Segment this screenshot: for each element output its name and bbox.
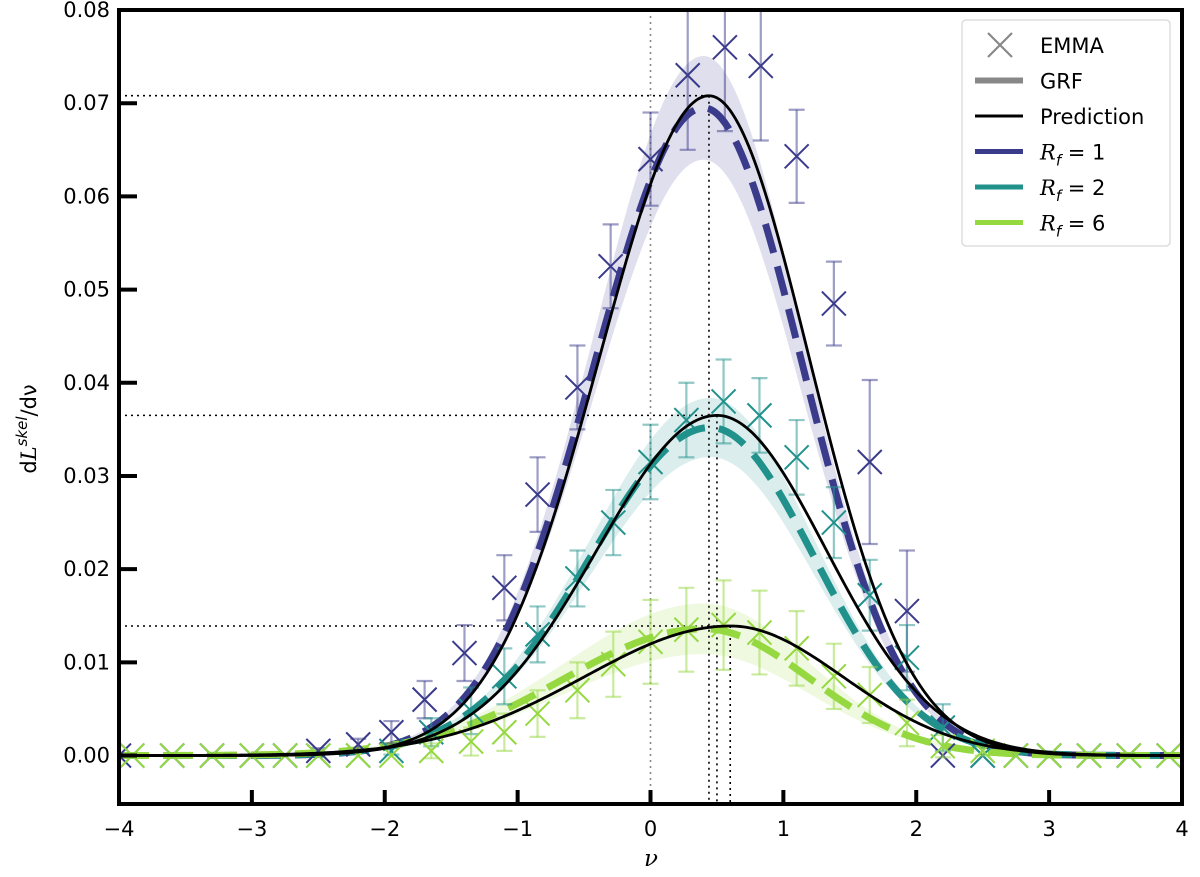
y-axis-label-superscript: skel (13, 416, 31, 447)
x-tick-label: 3 (1042, 817, 1055, 841)
y-tick-label: 0.04 (63, 371, 110, 395)
emma-marker-2 (491, 719, 518, 745)
emma-marker-1 (673, 407, 700, 433)
legend-symbol: R (1039, 212, 1056, 236)
emma-marker-2 (637, 629, 664, 655)
y-tick-label: 0.03 (63, 464, 110, 488)
legend-value: = 2 (1061, 176, 1105, 200)
legend-label-rf6: Rf = 6 (1039, 212, 1105, 241)
emma-marker-2 (564, 677, 591, 704)
emma-marker-0 (857, 449, 883, 475)
legend-label-rf2: Rf = 2 (1039, 176, 1105, 205)
emma-marker-0 (597, 253, 624, 279)
emma-marker-0 (411, 686, 438, 713)
emma-marker-0 (712, 34, 738, 60)
emma-marker-0 (894, 598, 920, 624)
plot-area (119, 10, 1182, 804)
emma-marker-0 (637, 146, 664, 172)
emma-marker-1 (857, 582, 883, 608)
emma-marker-1 (491, 663, 518, 690)
emma-marker-1 (783, 444, 810, 471)
emma-marker-0 (783, 143, 810, 170)
emma-marker-2 (345, 742, 371, 769)
x-tick-label: −1 (502, 817, 533, 841)
emma-marker-0 (674, 62, 701, 88)
legend-label-prediction: Prediction (1040, 105, 1144, 129)
legend-label-emma: EMMA (1040, 34, 1105, 58)
legend-subscript: f (1056, 223, 1064, 241)
emma-marker-2 (746, 619, 773, 646)
emma-marker-2 (458, 728, 484, 755)
y-tick-label: 0.06 (63, 184, 110, 208)
x-tick-label: 1 (777, 817, 790, 841)
emma-marker-1 (821, 509, 847, 536)
x-axis-label: ν (644, 846, 658, 872)
x-tick-label: −3 (236, 817, 267, 841)
y-tick-label: 0.01 (63, 650, 110, 674)
emma-marker-0 (491, 575, 518, 601)
x-tick-label: 4 (1175, 817, 1188, 841)
legend-value: = 1 (1061, 141, 1105, 165)
y-axis-label-symbol: L (17, 446, 41, 461)
legend-subscript: f (1056, 152, 1064, 170)
y-tick-label: 0.05 (63, 278, 110, 302)
emma-marker-2 (1036, 742, 1062, 769)
emma-marker-0 (748, 53, 774, 79)
emma-marker-0 (378, 719, 405, 745)
x-tick-label: 0 (644, 817, 657, 841)
emma-marker-2 (418, 738, 444, 764)
legend-label-rf1: Rf = 1 (1039, 141, 1105, 170)
emma-marker-1 (746, 402, 773, 429)
emma-marker-0 (821, 290, 847, 317)
legend-label-grf: GRF (1040, 70, 1083, 94)
legend-value: = 6 (1061, 212, 1105, 236)
y-tick-label: 0.08 (63, 0, 110, 22)
legend-subscript: f (1056, 187, 1064, 205)
emma-marker-0 (305, 738, 332, 764)
emma-marker-2 (930, 733, 956, 759)
x-tick-label: −4 (104, 817, 135, 841)
legend-symbol: R (1039, 141, 1056, 165)
y-axis-label-prefix: d (17, 460, 41, 473)
y-tick-label: 0.02 (63, 557, 110, 581)
y-tick-label: 0.00 (63, 744, 110, 768)
emma-marker-1 (710, 388, 737, 415)
y-axis-label: dLskel/dν (13, 384, 41, 473)
emma-marker-1 (524, 621, 551, 648)
emma-marker-2 (894, 710, 920, 736)
plot-content (119, 10, 1182, 804)
x-tick-label: −2 (369, 817, 400, 841)
legend-symbol: R (1039, 176, 1056, 200)
emma-marker-2 (673, 617, 700, 643)
emma-marker-0 (119, 742, 132, 769)
emma-marker-2 (821, 663, 847, 690)
legend-emma-marker (987, 32, 1013, 58)
y-axis-label-suffix: /dν (17, 384, 41, 416)
x-tick-label: 2 (910, 817, 923, 841)
emma-marker-0 (564, 374, 591, 401)
axes: −4 −3 −2 −1 0 1 2 3 4 0.00 0.01 0.02 0.03 0.04 0.05 0.0… (63, 0, 1188, 841)
y-tick-label: 0.07 (63, 91, 110, 115)
emma-marker-0 (524, 481, 551, 508)
emma-marker-0 (451, 640, 478, 666)
prediction-curve-2 (119, 624, 1182, 757)
emma-marker-2 (783, 635, 810, 662)
